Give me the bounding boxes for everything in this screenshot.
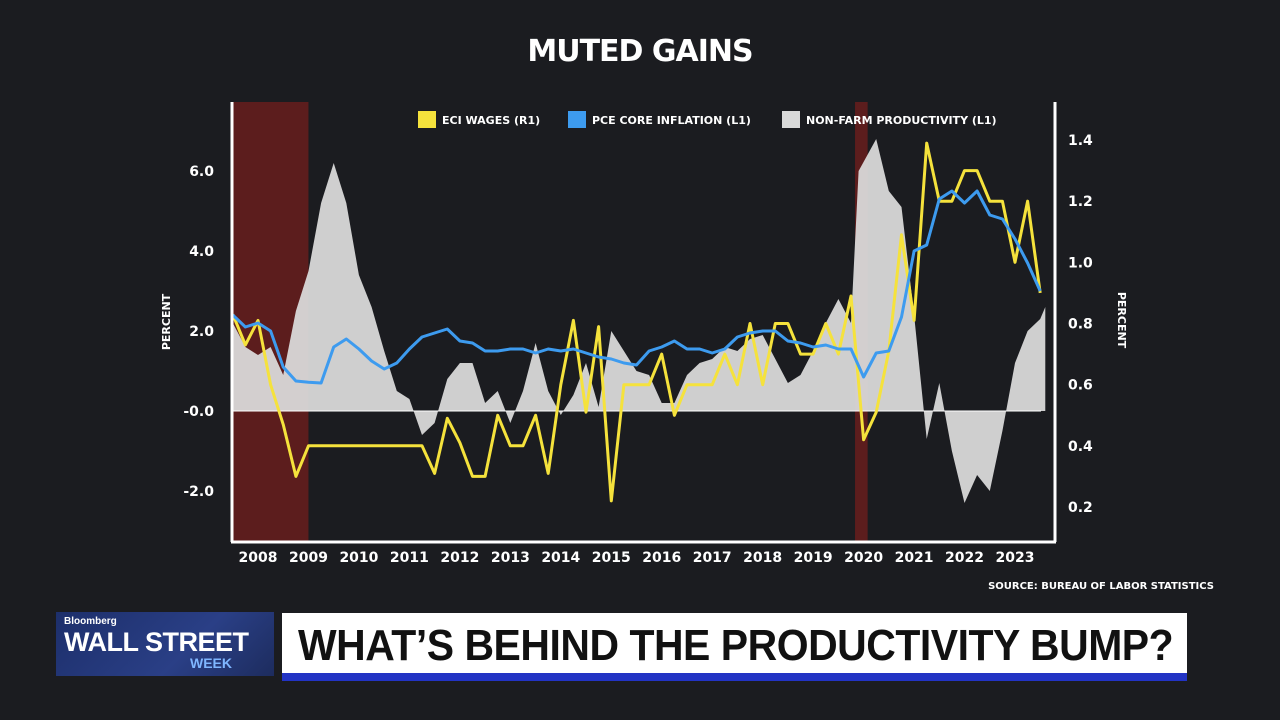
right-tick-label: 1.0 (1068, 255, 1093, 271)
left-tick-label: 2.0 (189, 324, 214, 340)
right-tick-label: 1.2 (1068, 194, 1093, 210)
logo-main: WALL STREET (64, 627, 249, 657)
left-tick-label: 4.0 (189, 244, 214, 260)
plot-frame (230, 102, 1057, 544)
legend-swatch (568, 111, 586, 128)
chart-title: MUTED GAINS (527, 34, 753, 69)
x-axis-ticks: 2008 2009 2010 2011 2012 2013 2014 2015 2016 2017… (239, 550, 1035, 566)
productivity-area-layer (232, 139, 1046, 503)
x-tick-label: 2023 (996, 550, 1035, 566)
logo-sub: WEEK (190, 655, 232, 671)
legend: ECI WAGES (R1) PCE CORE INFLATION (L1) NON… (418, 111, 997, 128)
x-tick-label: 2016 (642, 550, 681, 566)
left-tick-label: 6.0 (189, 164, 214, 180)
legend-label: NON-FARM PRODUCTIVITY (L1) (806, 114, 997, 127)
x-tick-label: 2014 (541, 550, 580, 566)
y-axis-label-left: PERCENT (160, 293, 173, 350)
y-axis-label-right: PERCENT (1115, 292, 1128, 349)
x-tick-label: 2021 (895, 550, 934, 566)
x-tick-label: 2019 (794, 550, 833, 566)
headline-banner: WHAT’S BEHIND THE PRODUCTIVITY BUMP? (282, 613, 1187, 681)
right-tick-label: 0.6 (1068, 378, 1093, 394)
x-tick-label: 2015 (592, 550, 631, 566)
pce-core-inflation-line (231, 189, 1042, 385)
left-tick-label: -0.0 (183, 404, 214, 420)
legend-swatch (418, 111, 436, 128)
right-tick-label: 0.2 (1068, 500, 1093, 516)
x-tick-label: 2022 (945, 550, 984, 566)
x-tick-label: 2010 (339, 550, 378, 566)
x-tick-label: 2008 (239, 550, 278, 566)
right-tick-label: 0.8 (1068, 317, 1093, 333)
left-axis-ticks: 6.0 4.0 2.0 -0.0 -2.0 (183, 164, 214, 500)
legend-label: PCE CORE INFLATION (L1) (592, 114, 751, 127)
x-tick-label: 2020 (844, 550, 883, 566)
legend-swatch (782, 111, 800, 128)
legend-label: ECI WAGES (R1) (442, 114, 540, 127)
x-tick-label: 2012 (440, 550, 479, 566)
logo-brand: Bloomberg (64, 616, 117, 627)
x-tick-label: 2011 (390, 550, 429, 566)
right-axis-ticks: 1.4 1.2 1.0 0.8 0.6 0.4 0.2 (1068, 133, 1093, 516)
x-tick-label: 2009 (289, 550, 328, 566)
right-tick-label: 0.4 (1068, 439, 1093, 455)
left-tick-label: -2.0 (183, 484, 214, 500)
right-tick-label: 1.4 (1068, 133, 1093, 149)
source-note: SOURCE: BUREAU OF LABOR STATISTICS (988, 581, 1214, 592)
show-logo: Bloomberg WALL STREET WEEK (56, 612, 274, 676)
headline-text: WHAT’S BEHIND THE PRODUCTIVITY BUMP? (298, 621, 1174, 670)
series-lines (231, 141, 1042, 503)
productivity-area (232, 139, 1046, 503)
eci-wages-line (231, 141, 1042, 503)
x-tick-label: 2017 (693, 550, 732, 566)
x-tick-label: 2018 (743, 550, 782, 566)
x-tick-label: 2013 (491, 550, 530, 566)
